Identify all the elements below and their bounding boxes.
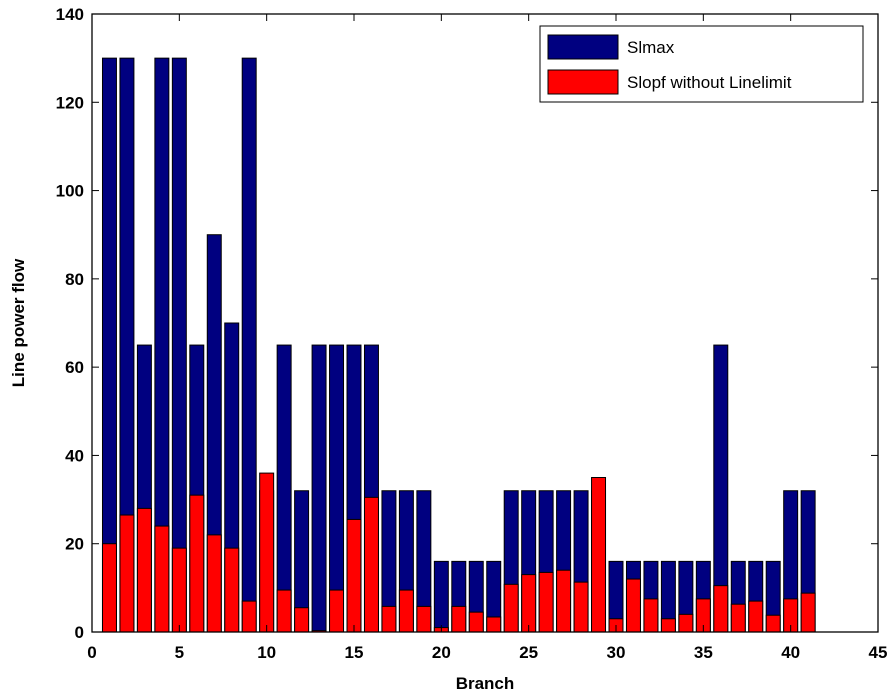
slopf-bar [171, 547, 187, 633]
slopf-bar [468, 611, 484, 633]
slopf-bar [643, 598, 659, 633]
slopf-bar [398, 589, 414, 633]
slopf-bar [730, 603, 746, 633]
y-axis-title: Line power flow [9, 258, 28, 387]
slopf-bar [451, 605, 467, 633]
legend: Slmax Slopf without Linelimit [539, 25, 864, 103]
slopf-bar [154, 525, 170, 633]
x-tick-label: 20 [432, 643, 451, 662]
y-tick-label: 20 [65, 535, 84, 554]
x-tick-label: 30 [607, 643, 626, 662]
slopf-bar [206, 534, 222, 633]
slopf-bar [294, 607, 310, 633]
plot-frame [91, 13, 879, 633]
slmax-bar [311, 344, 327, 633]
y-tick-label: 140 [56, 5, 84, 24]
slopf-bar [625, 578, 641, 633]
slmax-bar [241, 57, 257, 633]
y-tick-label: 60 [65, 358, 84, 377]
slopf-bar [503, 583, 519, 633]
slopf-bar [521, 574, 537, 633]
slopf-bar [591, 477, 607, 633]
slopf-bar [346, 518, 362, 633]
x-tick-label: 15 [345, 643, 364, 662]
x-tick-label: 45 [869, 643, 888, 662]
legend-label-slopf: Slopf without Linelimit [627, 73, 792, 92]
legend-label-slmax: Slmax [627, 38, 675, 57]
slmax-bar [329, 344, 345, 633]
legend-swatch-slmax [547, 34, 619, 60]
slopf-bar [660, 618, 676, 633]
x-tick-label: 0 [87, 643, 96, 662]
y-tick-label: 40 [65, 446, 84, 465]
legend-swatch-slopf [547, 69, 619, 95]
x-tick-label: 5 [175, 643, 184, 662]
slmax-bar [276, 344, 292, 633]
slopf-bar [713, 585, 729, 633]
slopf-bar [224, 547, 240, 633]
slopf-bar [119, 514, 135, 633]
slopf-bar [363, 496, 379, 633]
slopf-bar [329, 589, 345, 633]
slopf-bar [678, 613, 694, 633]
slopf-bar [748, 600, 764, 633]
slopf-bar [276, 589, 292, 633]
slopf-bar [800, 592, 816, 633]
slopf-bar [241, 600, 257, 633]
slopf-bar [556, 569, 572, 633]
y-tick-label: 120 [56, 93, 84, 112]
plot-area [92, 14, 878, 632]
slopf-bar [189, 494, 205, 633]
x-axis-title: Branch [456, 674, 515, 693]
y-tick-label: 100 [56, 182, 84, 201]
x-tick-label: 35 [694, 643, 713, 662]
slopf-bar [573, 581, 589, 633]
x-axis: 0 5 10 15 20 25 30 35 40 45 [87, 14, 887, 662]
y-tick-label: 0 [75, 623, 84, 642]
slopf-bar [101, 543, 117, 633]
x-tick-label: 25 [519, 643, 538, 662]
y-tick-label: 80 [65, 270, 84, 289]
slopf-bar [416, 605, 432, 633]
slopf-bar [381, 605, 397, 633]
slopf-bar [486, 616, 502, 633]
slopf-bar [765, 614, 781, 633]
slmax-bar [433, 560, 449, 633]
slopf-bar [538, 571, 554, 633]
slopf-bar [259, 472, 275, 633]
slopf-bar [136, 507, 152, 633]
x-tick-label: 40 [781, 643, 800, 662]
x-tick-label: 10 [257, 643, 276, 662]
slmax-bar [171, 57, 187, 633]
y-axis: 0 20 40 60 80 100 120 140 [56, 5, 878, 642]
